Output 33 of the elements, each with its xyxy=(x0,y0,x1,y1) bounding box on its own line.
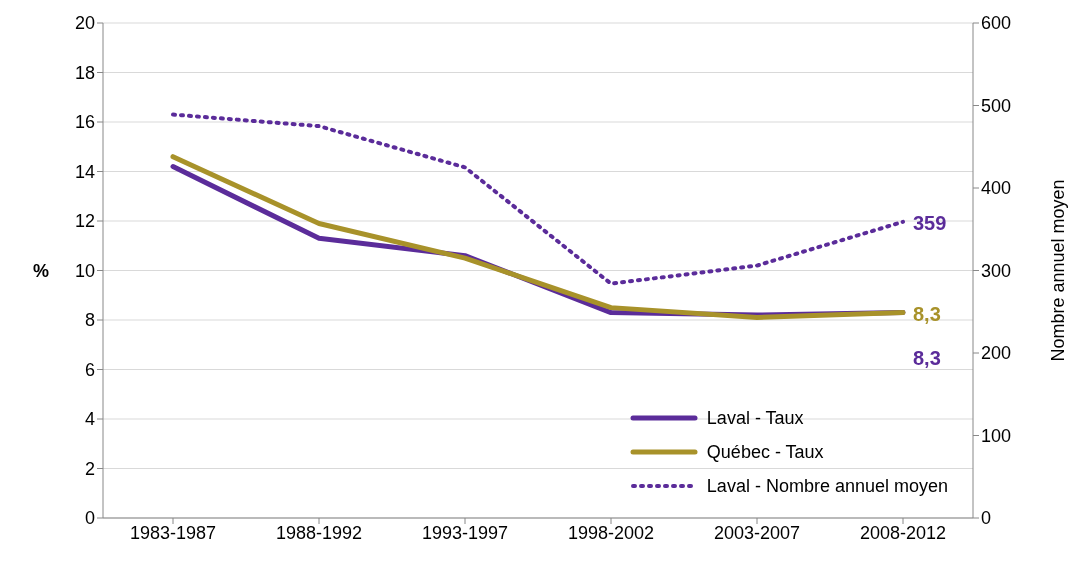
y-tick-label: 8 xyxy=(84,310,95,331)
y-tick-label: 0 xyxy=(84,508,95,529)
y2-tick-label: 0 xyxy=(981,508,992,529)
x-tick-label: 2008-2012 xyxy=(859,522,947,543)
y-tick-label: 16 xyxy=(74,112,95,133)
legend-label: Laval - Taux xyxy=(706,407,804,430)
y-tick-label: 20 xyxy=(74,13,95,34)
y-tick-label: 2 xyxy=(84,458,95,479)
y2-axis-title: Nombre annuel moyen xyxy=(1048,179,1069,362)
y2-tick-label: 300 xyxy=(981,260,1012,281)
x-tick-label: 1983-1987 xyxy=(129,522,217,543)
y2-tick-label: 100 xyxy=(981,425,1012,446)
y-tick-label: 14 xyxy=(74,161,95,182)
data-label: 8,3 xyxy=(913,302,941,325)
legend-label: Laval - Nombre annuel moyen xyxy=(706,475,948,498)
line-series xyxy=(171,112,905,286)
x-tick-label: 2003-2007 xyxy=(713,522,801,543)
x-tick-label: 1988-1992 xyxy=(275,522,363,543)
legend-label: Québec - Taux xyxy=(706,441,824,464)
y2-tick-label: 400 xyxy=(981,178,1012,199)
data-label: 8,3 xyxy=(913,346,941,369)
y2-tick-label: 200 xyxy=(981,343,1012,364)
y-tick-label: 10 xyxy=(74,260,95,281)
data-label: 359 xyxy=(913,211,947,234)
y-tick-label: 18 xyxy=(74,62,95,83)
y-tick-label: 6 xyxy=(84,359,95,380)
y2-tick-label: 600 xyxy=(981,13,1012,34)
y-tick-label: 4 xyxy=(84,409,95,430)
x-tick-label: 1998-2002 xyxy=(567,522,655,543)
y-axis-title: % xyxy=(33,260,50,281)
x-tick-label: 1993-1997 xyxy=(421,522,509,543)
y-tick-label: 12 xyxy=(74,211,95,232)
y2-tick-label: 500 xyxy=(981,95,1012,116)
